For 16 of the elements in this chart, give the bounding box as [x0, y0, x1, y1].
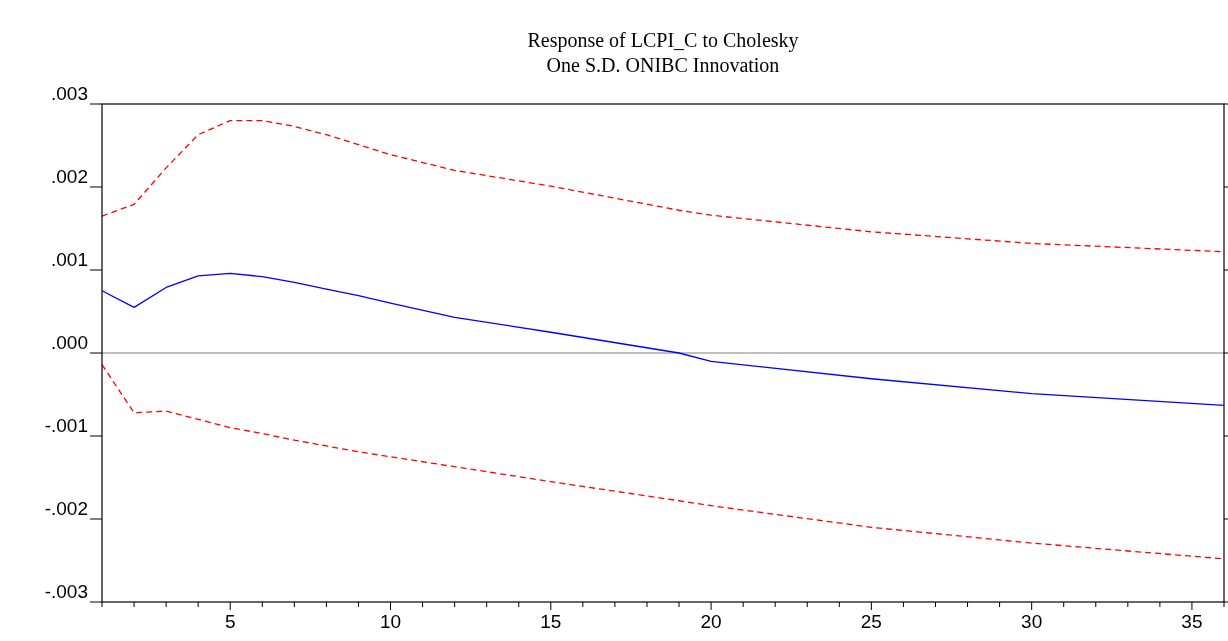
x-tick-label: 15 — [540, 611, 562, 632]
x-tick-label: 25 — [860, 611, 882, 632]
y-tick-label: .001 — [51, 249, 88, 270]
x-tick-label: 35 — [1181, 611, 1203, 632]
y-tick-label: -.002 — [44, 498, 88, 519]
y-tick-label: -.001 — [44, 415, 88, 436]
x-tick-label: 5 — [224, 611, 236, 632]
chart-subtitle: One S.D. ONIBC Innovation — [546, 54, 780, 76]
y-tick-label: .003 — [51, 83, 88, 104]
y-tick-label: .002 — [51, 166, 88, 187]
x-tick-label: 20 — [700, 611, 722, 632]
x-tick-label: 30 — [1021, 611, 1043, 632]
y-tick-label: .000 — [51, 332, 88, 353]
x-tick-label: 10 — [379, 611, 402, 632]
chart-title: Response of LCPI_C to Cholesky — [527, 29, 799, 52]
y-tick-label: -.003 — [44, 581, 88, 602]
